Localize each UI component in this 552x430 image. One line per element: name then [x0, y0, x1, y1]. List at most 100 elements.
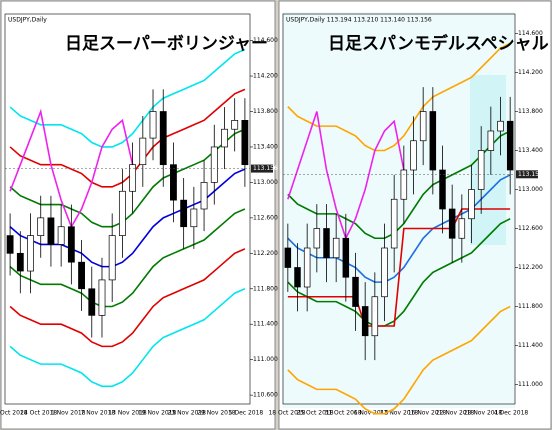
indicator-line [287, 305, 511, 415]
x-tick-label: 23 Nov 2018 [168, 410, 207, 417]
candle-body [468, 189, 475, 220]
y-tick-label: 112.200 [518, 264, 543, 271]
y-tick-label: 114.200 [253, 73, 278, 80]
candle-body [149, 111, 157, 139]
x-tick-label: 1 Nov 2018 [51, 410, 86, 417]
candle-body [332, 237, 340, 259]
indicator-line [9, 88, 246, 188]
candle-body [381, 247, 388, 298]
candle-body [294, 267, 301, 288]
candle-body [506, 120, 514, 171]
x-tick-label: 31 Oct 2018 [324, 410, 361, 417]
candle-body [159, 111, 167, 166]
indicator-line [287, 42, 511, 152]
y-tick-label: 114.200 [518, 69, 543, 76]
candle-body [108, 235, 116, 281]
candle-body [477, 150, 485, 190]
candle-body [284, 247, 292, 268]
y-tick-label: 113.800 [253, 108, 278, 115]
candle-body [57, 226, 65, 245]
y-tick-label: 112.600 [518, 225, 543, 232]
indicator-line [9, 288, 246, 388]
y-tick-label: 111.400 [253, 321, 278, 328]
y-tick-label: 112.200 [253, 250, 278, 257]
candle-body [190, 208, 198, 228]
candle-body [458, 218, 466, 239]
candle-body [497, 120, 504, 132]
candle-body [78, 261, 85, 290]
x-tick-label: 7 Nov 2018 [81, 410, 116, 417]
candle-body [16, 252, 24, 272]
last-price-box [516, 170, 538, 179]
candle-body [439, 169, 446, 210]
candle-body [361, 306, 369, 337]
candle-body [210, 146, 218, 183]
indicator-line [9, 48, 246, 148]
indicator-line [9, 248, 246, 348]
x-tick-label: 28 Nov 2018 [464, 410, 503, 417]
x-tick-label: 5 Dec 2018 [229, 410, 264, 417]
y-tick-label: 113.000 [518, 186, 543, 193]
x-tick-label: 19 Nov 2018 [138, 410, 177, 417]
candle-body [170, 164, 177, 201]
x-tick-label: 24 Oct 2018 [20, 410, 57, 417]
y-tick-label: 111.800 [518, 303, 543, 310]
y-tick-label: 113.400 [518, 147, 543, 154]
chart-header: USDJPY,Daily 113.194 113.210 113.140 113… [286, 17, 432, 24]
candle-body [118, 190, 126, 236]
candle-body [352, 276, 359, 307]
y-tick-label: 111.400 [518, 342, 543, 349]
y-tick-label: 111.800 [253, 285, 278, 292]
candle-body [6, 235, 14, 254]
candle-body [371, 296, 379, 337]
candle-body [303, 247, 311, 288]
indicator-line [287, 218, 511, 327]
indicator-line [9, 128, 246, 228]
x-tick-label: 25 Oct 2018 [296, 410, 333, 417]
candle-body [37, 217, 45, 236]
candle-body [200, 182, 208, 210]
candle-body [180, 199, 188, 228]
x-tick-label: 4 Dec 2018 [494, 410, 529, 417]
x-tick-label: 29 Nov 2018 [197, 410, 236, 417]
chart-title: 日足スパンモデルスペシャル [328, 33, 549, 54]
indicator-line [287, 130, 511, 240]
candle-body [419, 111, 427, 142]
x-tick-label: 16 Nov 2018 [408, 410, 447, 417]
candle-body [139, 137, 147, 166]
last-price-label: 113.156 [518, 171, 543, 178]
y-tick-label: 114.600 [253, 37, 278, 44]
window-left [0, 0, 276, 430]
x-tick-label: 13 Nov 2018 [108, 410, 147, 417]
chart-header: USDJPY,Daily [8, 17, 47, 24]
candle-body [221, 128, 228, 148]
y-tick-label: 111.000 [518, 381, 543, 388]
x-tick-label: 12 Nov 2018 [380, 410, 419, 417]
x-tick-label: 15 Oct 2018 [0, 410, 28, 417]
plot-frame [4, 13, 251, 405]
y-tick-label: 112.600 [253, 214, 278, 221]
last-price-box [251, 164, 273, 173]
candle-body [47, 217, 55, 245]
candle-body [231, 120, 239, 130]
candle-body [67, 226, 75, 263]
indicator-line [9, 208, 246, 308]
chart-title: 日足スーパーボリンジャー [65, 34, 268, 54]
candle-body [448, 208, 456, 239]
candle-body [98, 279, 106, 316]
candle-body [400, 169, 408, 200]
y-tick-label: 114.600 [518, 30, 543, 37]
candle-body [487, 130, 495, 151]
candle-body [88, 288, 96, 316]
y-tick-label: 113.000 [253, 179, 278, 186]
y-tick-label: 113.800 [518, 108, 543, 115]
y-tick-label: 113.400 [253, 143, 278, 150]
candle-body [390, 198, 398, 249]
candle-body [323, 228, 330, 259]
x-tick-label: 6 Nov 2018 [354, 410, 389, 417]
x-tick-label: 18 Oct 2018 [268, 410, 305, 417]
candle-body [313, 228, 321, 249]
candle-body [129, 164, 137, 192]
candle-body [342, 237, 350, 278]
y-tick-label: 110.600 [253, 392, 278, 399]
